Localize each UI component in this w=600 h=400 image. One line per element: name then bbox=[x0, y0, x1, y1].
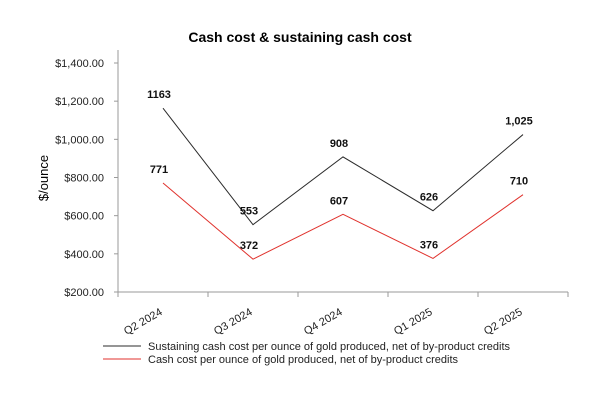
data-label: 607 bbox=[330, 195, 348, 207]
legend: Sustaining cash cost per ounce of gold p… bbox=[103, 341, 510, 366]
y-tick-label: $600.00 bbox=[64, 211, 104, 223]
data-label: 908 bbox=[330, 138, 348, 150]
data-label: 710 bbox=[510, 176, 528, 188]
x-tick-label: Q2 2024 bbox=[122, 306, 165, 337]
data-label: 1,025 bbox=[505, 116, 533, 128]
y-tick-label: $1,000.00 bbox=[55, 134, 104, 146]
y-tick-label: $1,200.00 bbox=[55, 96, 104, 108]
axes: $200.00 $400.00 $600.00 $800.00 $1,000.00 $1,… bbox=[55, 50, 569, 338]
y-tick-label: $400.00 bbox=[64, 249, 104, 261]
y-tick-label: $200.00 bbox=[64, 287, 104, 299]
data-labels: 1163 553 908 626 1,025 771 372 607 376 710 bbox=[147, 89, 533, 252]
y-tick-label: $1,400.00 bbox=[55, 58, 104, 70]
y-axis-label: $/ounce bbox=[36, 155, 51, 201]
series-layer bbox=[162, 107, 524, 260]
series-line-1 bbox=[162, 107, 524, 226]
data-label: 376 bbox=[420, 239, 438, 251]
x-tick-label: Q1 2025 bbox=[392, 306, 435, 337]
data-label: 1163 bbox=[147, 89, 171, 101]
legend-label: Sustaining cash cost per ounce of gold p… bbox=[148, 341, 510, 353]
data-label: 372 bbox=[240, 240, 258, 252]
x-tick-label: Q2 2025 bbox=[482, 306, 525, 337]
series-line-2 bbox=[162, 182, 524, 260]
y-tick-label: $800.00 bbox=[64, 173, 104, 185]
data-label: 553 bbox=[240, 206, 258, 218]
x-tick-label: Q4 2024 bbox=[302, 306, 345, 337]
data-label: 626 bbox=[420, 192, 438, 204]
data-label: 771 bbox=[150, 164, 168, 176]
chart-title: Cash cost & sustaining cash cost bbox=[188, 29, 412, 45]
legend-label: Cash cost per ounce of gold produced, ne… bbox=[148, 354, 459, 366]
x-tick-label: Q3 2024 bbox=[212, 306, 255, 337]
